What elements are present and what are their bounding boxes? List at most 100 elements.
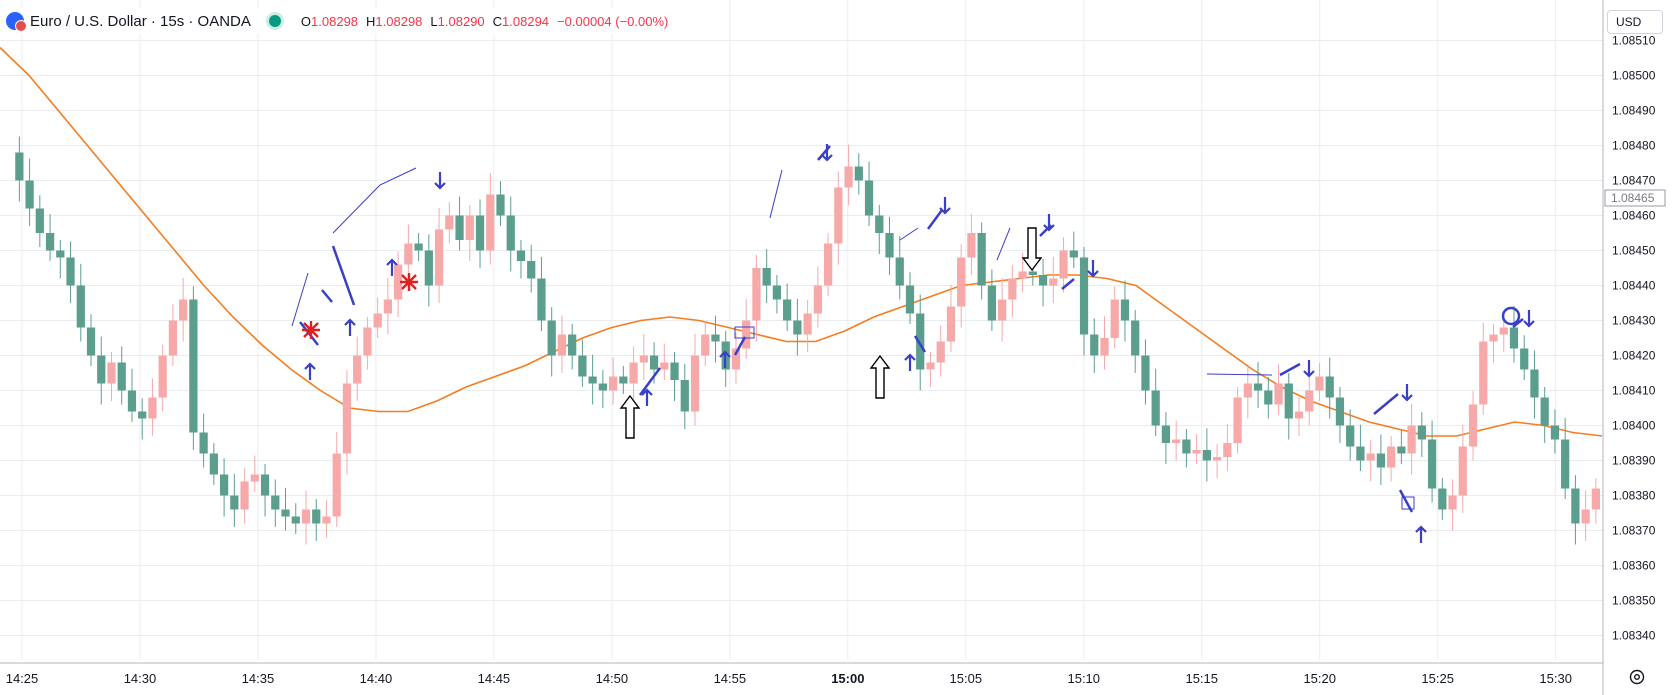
candle-body <box>219 474 229 496</box>
annotation-trendline <box>291 272 309 327</box>
annotation-trendline <box>379 167 417 186</box>
candle-body <box>1294 411 1304 419</box>
candle-body <box>1264 390 1273 405</box>
candle-body <box>1489 334 1498 342</box>
candle-body <box>1038 275 1048 286</box>
candle-body <box>608 376 618 391</box>
annotation-hollow-arrow <box>869 354 891 399</box>
candle-body <box>1079 257 1089 335</box>
candle-body <box>885 233 894 258</box>
y-tick-label: 1.08350 <box>1612 594 1656 608</box>
annotation-stroke <box>321 289 333 303</box>
symbol-title[interactable]: Euro / U.S. Dollar · 15s · OANDA <box>30 12 251 30</box>
candle-body <box>1376 453 1386 468</box>
annotation-trendline <box>899 227 919 241</box>
candle-body <box>1356 446 1365 461</box>
candle-body <box>598 383 607 391</box>
annotation-up-arrow <box>304 362 316 380</box>
candle-body <box>895 257 904 286</box>
candle-body <box>179 299 188 321</box>
candle-body <box>516 250 526 261</box>
candle-body <box>168 320 178 356</box>
candle-body <box>1182 439 1191 454</box>
candle-body <box>987 285 997 321</box>
candle-body <box>619 376 628 384</box>
candle-body <box>967 233 976 258</box>
candle-body <box>189 299 198 433</box>
change-value: −0.00004 (−0.00%) <box>557 13 669 29</box>
x-tick-label: 14:50 <box>596 671 629 686</box>
y-tick-label: 1.08430 <box>1612 314 1656 328</box>
currency-select[interactable]: USD <box>1607 10 1663 34</box>
annotation-up-arrow <box>904 353 916 371</box>
candle-body <box>1397 446 1406 454</box>
settings-gear-icon[interactable] <box>1628 668 1646 686</box>
high-label: H <box>366 13 376 29</box>
candle-body <box>455 215 464 240</box>
candle-body <box>1366 453 1375 461</box>
moving-average-line <box>0 46 1603 437</box>
high-value: 1.08298 <box>375 13 423 29</box>
annotation-down-arrow <box>821 144 833 162</box>
candle-body <box>414 243 423 251</box>
annotation-trendline <box>769 169 783 219</box>
candle-body <box>1509 327 1519 349</box>
candle-body <box>1571 488 1580 524</box>
x-tick-label: 15:25 <box>1421 671 1454 686</box>
y-tick-label: 1.08500 <box>1612 69 1656 83</box>
y-tick-label: 1.08470 <box>1612 174 1656 188</box>
close-label: C <box>492 13 503 29</box>
candle-body <box>199 432 208 454</box>
candle-body <box>629 362 638 384</box>
annotation-box <box>1401 496 1415 510</box>
candle-body <box>271 495 280 510</box>
y-tick-label: 1.08390 <box>1612 454 1656 468</box>
candle-body <box>1059 250 1068 279</box>
candle-body <box>209 453 218 475</box>
candle-body <box>260 474 270 496</box>
candle-body <box>1315 376 1324 391</box>
annotation-stroke <box>1061 278 1075 290</box>
candle-body <box>1325 376 1334 398</box>
x-tick-label: 15:05 <box>950 671 983 686</box>
candle-body <box>66 257 75 286</box>
candle-body <box>834 187 843 244</box>
candle-body <box>1468 404 1478 447</box>
candle-body <box>946 306 956 342</box>
candle-body <box>649 355 659 370</box>
candle-body <box>568 334 577 356</box>
annotation-star <box>400 273 418 291</box>
annotation-stroke <box>926 209 944 230</box>
annotation-hollow-arrow <box>1021 227 1043 272</box>
annotation-stroke <box>817 145 831 161</box>
candle-body <box>1438 488 1447 510</box>
x-tick-label: 14:55 <box>714 671 747 686</box>
candle-body <box>230 495 239 510</box>
eurusd-flag-icon <box>6 12 27 32</box>
x-tick-label: 14:35 <box>242 671 275 686</box>
candle-body <box>793 320 802 335</box>
candle-body <box>291 516 300 524</box>
annotation-box <box>734 326 755 339</box>
candle-body <box>701 334 710 356</box>
candle-body <box>1233 397 1242 443</box>
candle-body <box>1427 439 1437 489</box>
annotation-stroke <box>331 245 356 306</box>
chart-legend: Euro / U.S. Dollar · 15s · OANDA O1.0829… <box>6 8 675 34</box>
low-label: L <box>430 13 438 29</box>
last-price-label: 1.08465 <box>1611 191 1655 205</box>
x-tick-label: 15:15 <box>1185 671 1218 686</box>
candle-body <box>45 233 55 251</box>
candle-body <box>1223 443 1232 457</box>
annotation-trendline <box>1206 373 1273 376</box>
candle-body <box>1581 509 1590 524</box>
candle-body <box>404 243 413 265</box>
candle-body <box>25 180 34 209</box>
candle-body <box>670 362 679 380</box>
candle-body <box>1591 488 1600 510</box>
close-value: 1.08294 <box>502 13 550 29</box>
candle-body <box>1131 320 1140 356</box>
x-tick-label: 15:00 <box>831 671 864 686</box>
y-tick-label: 1.08400 <box>1612 419 1656 433</box>
